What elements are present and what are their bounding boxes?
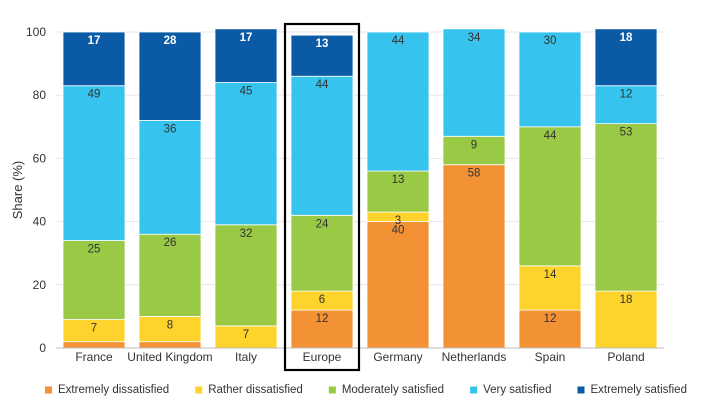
segment-value-label: 13 [392,174,405,186]
bar-segment [442,28,506,137]
x-category-label: Netherlands [442,350,507,364]
segment-value-label: 6 [319,294,325,306]
segment-value-label: 28 [164,35,177,47]
segment-value-label: 12 [544,313,557,325]
segment-value-label: 18 [620,32,633,44]
legend-label: Very satisfied [483,384,551,396]
bar-segment [442,164,506,349]
bar-segment [518,126,582,267]
bar-segment [214,82,278,226]
segment-value-label: 17 [240,32,253,44]
y-tick-label: 80 [33,88,47,102]
y-axis-title: Share (%) [10,161,25,220]
bar-segment [138,233,202,317]
segment-value-label: 44 [544,130,557,142]
bar-segment [214,224,278,327]
segment-value-label: 17 [88,35,101,47]
segment-value-label: 40 [392,225,405,237]
segment-value-label: 7 [243,329,249,341]
legend: Extremely dissatisfied Rather dissatisfie… [45,384,687,396]
legend-swatch [577,386,585,394]
segment-value-label: 32 [240,228,253,240]
segment-value-label: 44 [392,35,405,47]
segment-value-label: 9 [471,139,477,151]
y-tick-label: 60 [33,151,47,165]
bar-segment [138,315,202,343]
bar-segment [442,135,506,166]
y-tick-label: 100 [26,25,46,39]
bar-segment [594,123,658,292]
segment-value-label: 14 [544,269,557,281]
segment-value-label: 24 [316,218,329,230]
x-category-label: Italy [235,350,257,364]
legend-label: Rather dissatisfied [208,384,303,396]
segment-value-label: 12 [316,313,329,325]
segment-value-label: 53 [620,127,633,139]
segment-value-label: 44 [316,79,329,91]
x-category-label: Germany [373,350,422,364]
segment-value-label: 36 [164,123,177,135]
y-tick-label: 0 [39,341,46,355]
bar-segment [290,34,354,77]
x-category-label: Europe [303,350,342,364]
segment-value-label: 13 [316,38,329,50]
segment-value-label: 8 [167,319,173,331]
segment-value-label: 25 [88,244,101,256]
bar-segment [138,341,202,349]
x-category-label: Spain [535,350,566,364]
segment-value-label: 7 [91,323,97,335]
legend-swatch [195,386,203,394]
segment-value-label: 3 [395,215,401,227]
legend-label: Moderately satisfied [342,384,444,396]
bar-segment [594,28,658,87]
bar-segment [138,120,202,235]
segment-value-label: 58 [468,168,481,180]
bar-segment [366,31,430,172]
segment-value-label: 34 [468,32,481,44]
segment-labels: 7 25 49 17 8 26 36 28 7 32 45 17 12 6 24 44 13 403 13 44 58 9… [88,32,633,341]
legend-label: Extremely satisfied [590,384,687,396]
bar-segment [290,309,354,349]
legend-swatch [470,386,478,394]
bar-segment [366,170,430,213]
segment-value-label: 18 [620,294,633,306]
legend-swatch [328,386,336,394]
bar-segment [290,214,354,292]
bar-segment [366,221,430,349]
bar-segments [62,28,658,349]
axes: 0 20 40 60 80 100 France United Kingdom Italy Eur… [26,25,664,364]
bar-segment [214,28,278,83]
bar-segment [594,85,658,125]
x-category-label: France [75,350,113,364]
legend-label: Extremely dissatisfied [58,384,169,396]
x-category-label: United Kingdom [127,350,212,364]
bar-segment [138,31,202,121]
bar-segment [290,75,354,216]
bar-segment [62,85,126,241]
bar-segment [62,31,126,87]
legend-swatch [45,386,53,394]
bar-segment [594,290,658,349]
x-category-label: Poland [607,350,644,364]
y-tick-label: 20 [33,278,47,292]
bar-segment [518,265,582,311]
segment-value-label: 26 [164,237,177,249]
y-tick-label: 40 [33,215,47,229]
segment-value-label: 12 [620,89,633,101]
highlight-frame-layer [283,22,361,372]
segment-value-label: 45 [240,86,253,98]
highlight-frame [283,22,361,372]
segment-value-label: 49 [88,89,101,101]
bar-segment [518,31,582,128]
segment-value-label: 30 [544,35,557,47]
bar-segment [62,341,126,349]
